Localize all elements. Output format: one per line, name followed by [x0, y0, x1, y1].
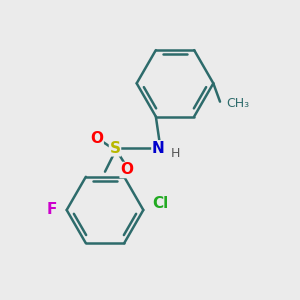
Text: Cl: Cl [152, 196, 168, 211]
Text: N: N [152, 141, 165, 156]
Text: H: H [170, 147, 180, 160]
Text: S: S [110, 141, 121, 156]
Text: CH₃: CH₃ [227, 97, 250, 110]
Text: F: F [46, 202, 57, 217]
Text: O: O [120, 163, 133, 178]
Text: O: O [90, 131, 103, 146]
